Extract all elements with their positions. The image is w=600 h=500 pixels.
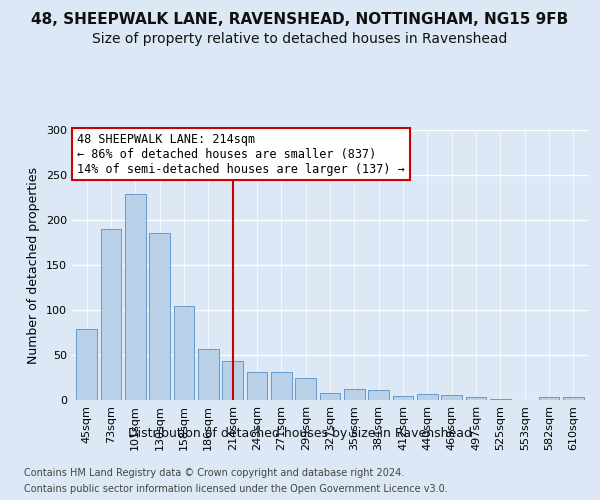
- Bar: [417, 394, 438, 400]
- Y-axis label: Number of detached properties: Number of detached properties: [28, 166, 40, 364]
- Bar: [539, 398, 559, 400]
- Text: Contains public sector information licensed under the Open Government Licence v3: Contains public sector information licen…: [24, 484, 448, 494]
- Bar: [222, 362, 243, 400]
- Bar: [344, 389, 365, 400]
- Bar: [442, 394, 462, 400]
- Bar: [466, 398, 487, 400]
- Text: 48 SHEEPWALK LANE: 214sqm
← 86% of detached houses are smaller (837)
14% of semi: 48 SHEEPWALK LANE: 214sqm ← 86% of detac…: [77, 132, 405, 176]
- Bar: [76, 329, 97, 400]
- Bar: [125, 194, 146, 400]
- Bar: [271, 372, 292, 400]
- Text: Size of property relative to detached houses in Ravenshead: Size of property relative to detached ho…: [92, 32, 508, 46]
- Text: 48, SHEEPWALK LANE, RAVENSHEAD, NOTTINGHAM, NG15 9FB: 48, SHEEPWALK LANE, RAVENSHEAD, NOTTINGH…: [31, 12, 569, 28]
- Bar: [247, 372, 268, 400]
- Text: Contains HM Land Registry data © Crown copyright and database right 2024.: Contains HM Land Registry data © Crown c…: [24, 468, 404, 477]
- Bar: [320, 393, 340, 400]
- Bar: [368, 390, 389, 400]
- Bar: [392, 396, 413, 400]
- Bar: [173, 306, 194, 400]
- Bar: [563, 398, 584, 400]
- Bar: [101, 229, 121, 400]
- Bar: [295, 378, 316, 400]
- Bar: [149, 232, 170, 400]
- Bar: [490, 399, 511, 400]
- Text: Distribution of detached houses by size in Ravenshead: Distribution of detached houses by size …: [128, 428, 472, 440]
- Bar: [198, 348, 218, 400]
